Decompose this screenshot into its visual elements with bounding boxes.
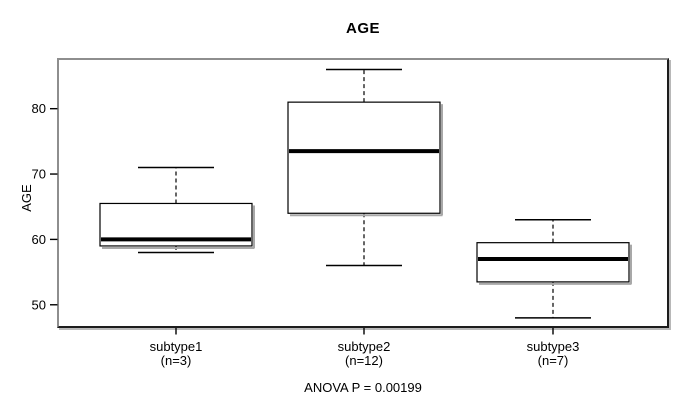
y-axis-title: AGE: [19, 184, 34, 212]
y-tick-label: 80: [32, 101, 46, 116]
x-tick-label-subtype2: subtype2 (n=12): [304, 340, 424, 368]
y-tick-label: 50: [32, 297, 46, 312]
plot-frame: [57, 58, 669, 328]
anova-annotation: ANOVA P = 0.00199: [304, 380, 422, 395]
group-count: (n=3): [160, 353, 192, 368]
y-tick-label: 60: [32, 232, 46, 247]
group-name: subtype1: [149, 339, 203, 354]
group-count: (n=7): [537, 353, 569, 368]
x-tick-label-subtype1: subtype1 (n=3): [116, 340, 236, 368]
chart-title: AGE: [345, 20, 380, 37]
group-name: subtype3: [526, 339, 580, 354]
group-count: (n=12): [345, 353, 383, 368]
x-tick-label-subtype3: subtype3 (n=7): [493, 340, 613, 368]
group-name: subtype2: [337, 339, 391, 354]
